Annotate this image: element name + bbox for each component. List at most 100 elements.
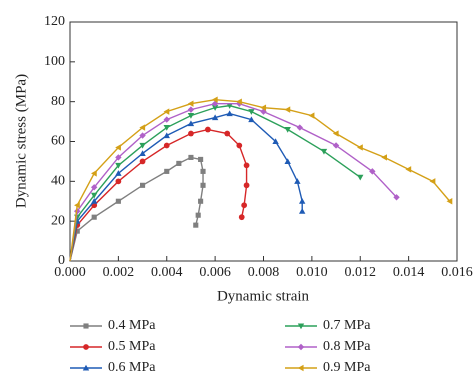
x-tick-label: 0.014: [393, 265, 425, 280]
data-point: [393, 194, 400, 201]
data-point: [204, 126, 211, 133]
data-point: [195, 212, 201, 218]
data-point: [74, 202, 80, 209]
data-point: [260, 104, 267, 111]
data-point: [446, 198, 453, 205]
data-point: [369, 168, 376, 175]
data-point: [139, 158, 146, 165]
data-point: [188, 130, 194, 137]
x-tick-label: 0.004: [151, 265, 183, 280]
legend-marker: [297, 364, 304, 372]
data-point: [429, 178, 436, 185]
data-point: [139, 132, 146, 139]
series-line: [69, 98, 451, 262]
data-point: [115, 170, 122, 176]
data-point: [200, 182, 206, 188]
data-point: [284, 126, 291, 133]
legend-marker: [82, 364, 90, 371]
series-line: [69, 128, 248, 262]
legend-label: 0.4 MPa: [108, 318, 156, 333]
data-point: [238, 214, 245, 221]
data-point: [243, 162, 250, 169]
data-point: [115, 154, 122, 161]
data-point: [320, 148, 328, 155]
data-point: [163, 124, 170, 131]
data-point: [91, 214, 97, 220]
x-tick-label: 0.008: [248, 265, 280, 280]
y-tick-label: 20: [51, 213, 65, 228]
data-point: [90, 184, 98, 191]
data-point: [115, 162, 122, 169]
data-point: [357, 174, 364, 181]
data-point: [90, 192, 98, 199]
data-point: [188, 154, 194, 160]
data-point: [187, 106, 195, 113]
data-point: [226, 103, 233, 109]
data-point: [140, 182, 146, 188]
legend-label: 0.5 MPa: [108, 339, 156, 354]
y-tick-label: 80: [51, 94, 65, 109]
data-point: [357, 144, 363, 151]
data-point: [198, 198, 204, 204]
x-axis-title: Dynamic strain: [217, 288, 310, 304]
data-point: [248, 109, 255, 115]
data-point: [187, 100, 194, 107]
data-point: [163, 108, 170, 115]
data-point: [332, 130, 339, 137]
series-line: [69, 102, 398, 262]
data-point: [299, 208, 306, 214]
y-tick-label: 100: [44, 54, 65, 69]
data-point: [139, 142, 146, 149]
data-point: [211, 100, 219, 107]
data-point: [332, 142, 340, 149]
x-tick-label: 0.012: [345, 265, 377, 280]
x-tick-label: 0.000: [54, 265, 86, 280]
data-point: [224, 130, 231, 137]
x-tick-label: 0.006: [199, 265, 231, 280]
legend-marker: [83, 344, 89, 350]
legend-marker: [297, 343, 305, 351]
data-point: [294, 178, 301, 184]
data-point: [115, 178, 122, 185]
data-point: [193, 222, 199, 228]
data-point: [198, 156, 204, 162]
data-point: [405, 166, 412, 173]
legend-label: 0.9 MPa: [323, 360, 371, 375]
x-tick-label: 0.002: [103, 265, 135, 280]
legend-label: 0.7 MPa: [323, 318, 371, 333]
data-point: [211, 96, 218, 103]
data-point: [272, 138, 279, 145]
data-point: [308, 112, 315, 119]
data-point: [284, 106, 291, 113]
plot-frame: [69, 21, 458, 262]
data-point: [211, 114, 219, 121]
data-point: [164, 168, 170, 174]
legend-label: 0.8 MPa: [323, 339, 371, 354]
data-point: [236, 142, 243, 149]
data-point: [163, 142, 170, 149]
series-line: [69, 156, 204, 262]
y-tick-label: 40: [51, 174, 65, 189]
data-point: [211, 105, 219, 111]
legend-label: 0.6 MPa: [108, 360, 156, 375]
series-line: [69, 104, 361, 262]
legend-marker: [297, 323, 305, 330]
x-tick-label: 0.016: [441, 265, 473, 280]
data-point: [139, 124, 146, 131]
data-point: [187, 120, 195, 127]
legend-marker: [83, 323, 89, 329]
data-point: [187, 113, 195, 119]
data-point: [90, 198, 98, 204]
data-point: [236, 100, 243, 107]
data-point: [236, 98, 242, 105]
data-point: [226, 110, 233, 117]
data-point: [284, 158, 291, 164]
data-point: [163, 132, 170, 139]
x-tick-label: 0.010: [296, 265, 328, 280]
data-point: [163, 116, 170, 123]
data-point: [90, 170, 97, 177]
y-axis-title: Dynamic stress (MPa): [13, 74, 29, 208]
y-tick-label: 120: [44, 14, 65, 29]
data-point: [248, 116, 255, 123]
